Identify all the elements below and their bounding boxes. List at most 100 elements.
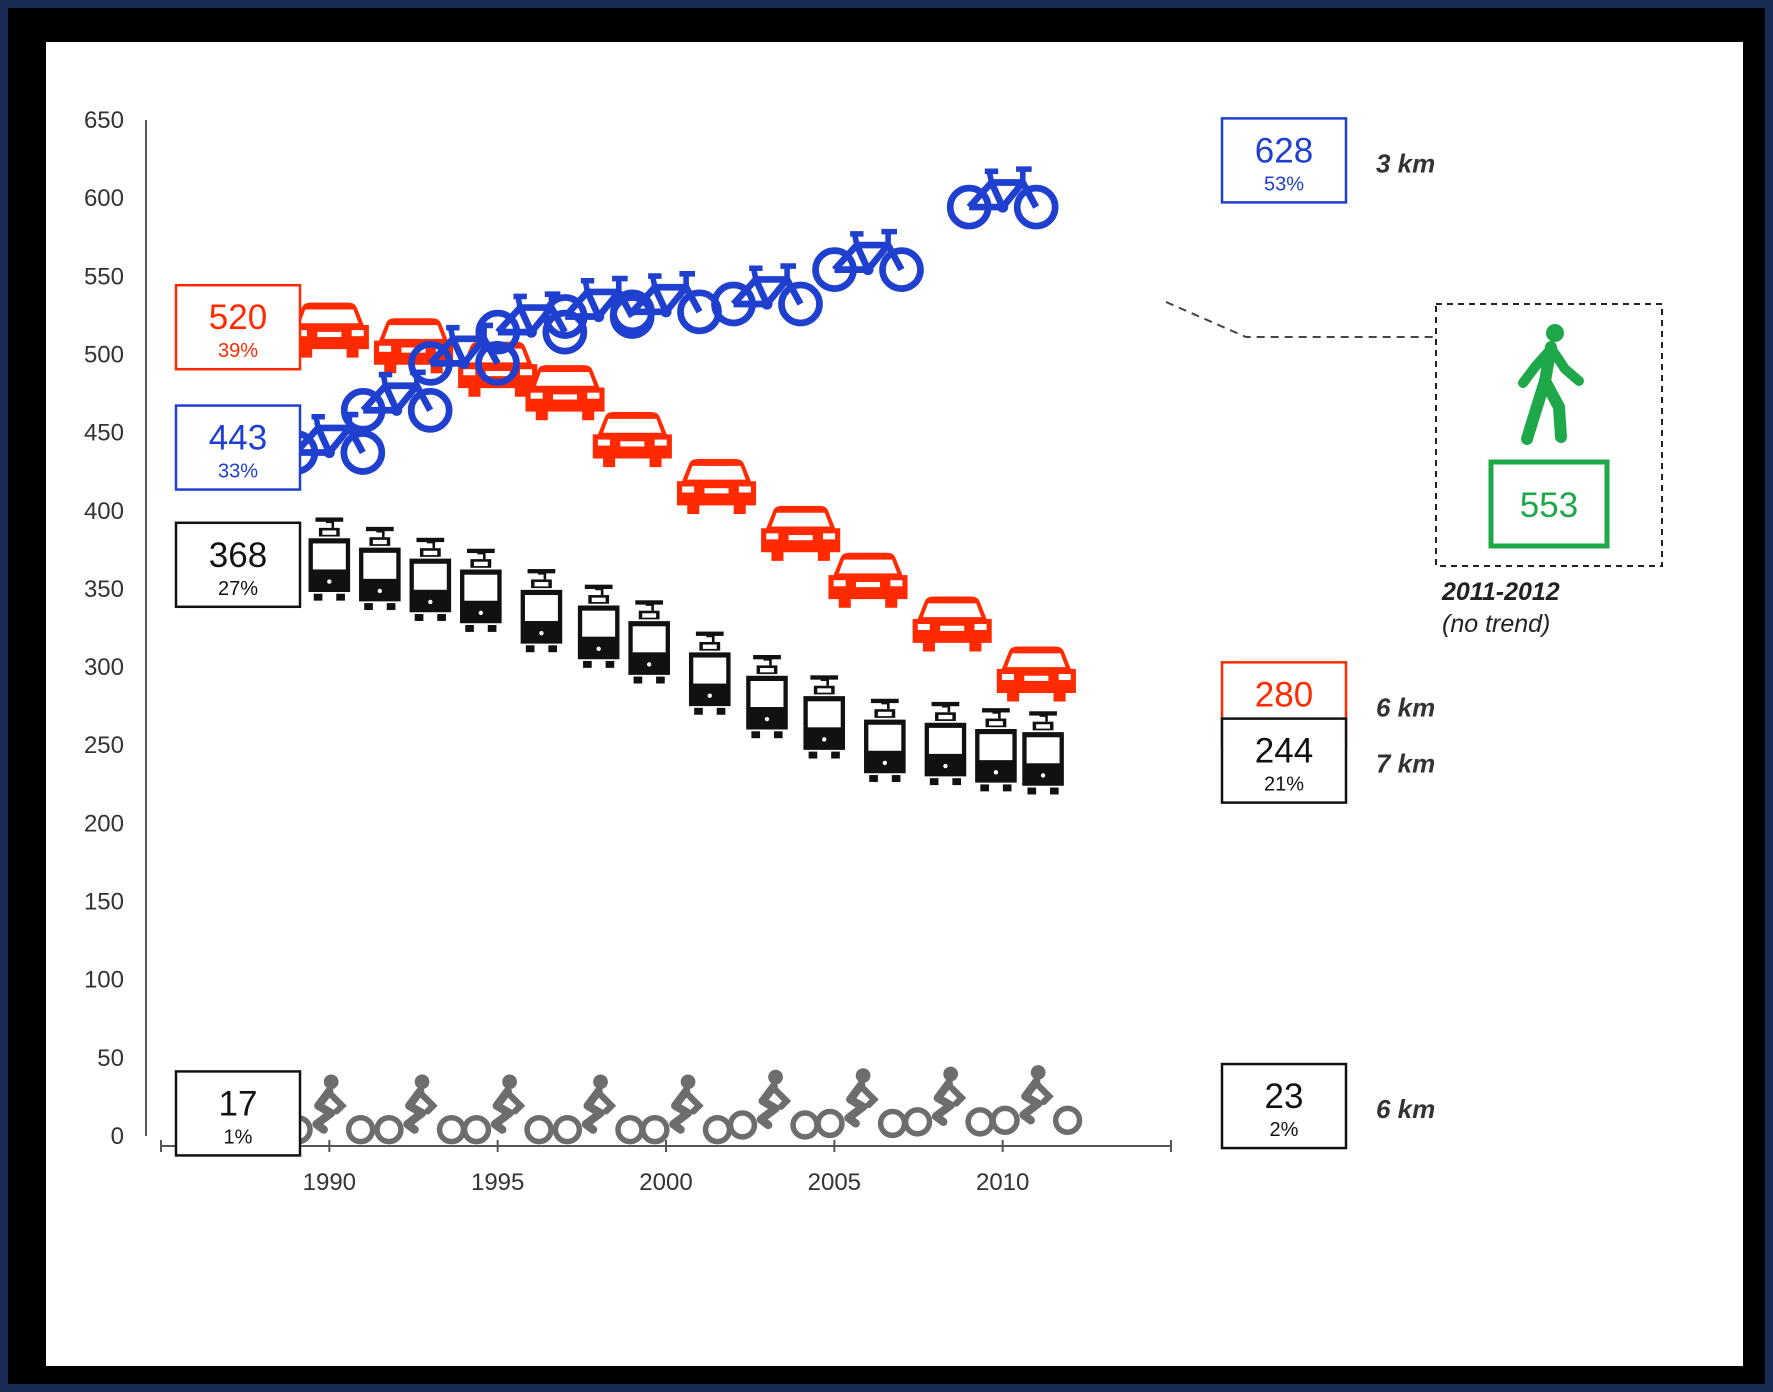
walking-dashed-frame xyxy=(1435,303,1663,567)
x-tick-label: 2000 xyxy=(639,1169,692,1196)
moped-start-box: 171% xyxy=(174,1070,302,1157)
car-distance-label: 6 km xyxy=(1376,692,1435,722)
moped-point-moped-icon xyxy=(377,1074,463,1141)
car-point-car-icon xyxy=(525,365,605,421)
car-point-car-icon xyxy=(592,412,672,468)
bicycle-point-bicycle-icon xyxy=(614,274,719,331)
moped-point-moped-icon xyxy=(643,1074,729,1141)
moped-point-moped-icon xyxy=(730,1070,816,1137)
tram-point-tram-icon xyxy=(357,525,403,612)
tram-point-tram-icon xyxy=(519,567,564,654)
walking-value-box xyxy=(1488,459,1610,549)
y-tick-label: 350 xyxy=(84,576,124,603)
tram-point-tram-icon xyxy=(862,697,908,784)
walking-connector-line xyxy=(1165,301,1436,338)
walking-person-icon xyxy=(1523,324,1579,439)
car-point-car-icon xyxy=(912,596,992,652)
chart-area: 0 50 100 150 200 250 300 350 400 450 500 550 600 650 1… xyxy=(46,42,1743,1366)
y-tick-label: 400 xyxy=(84,498,124,525)
tram-point-tram-icon xyxy=(923,700,968,787)
moped-start-box-frame xyxy=(174,1070,302,1157)
walking-value: 553 xyxy=(1520,486,1578,525)
bicycle-point-bicycle-icon xyxy=(715,266,820,323)
axes: 0 50 100 150 200 250 300 350 400 450 500 550 600 650 1… xyxy=(84,107,1172,1196)
tram-point-tram-icon xyxy=(1020,709,1066,796)
y-tick-label: 500 xyxy=(84,341,124,368)
tram-point-tram-icon xyxy=(687,630,732,717)
y-tick-label: 200 xyxy=(84,810,124,837)
tram-start-box-percent: 27% xyxy=(218,578,258,600)
car-point-car-icon xyxy=(996,646,1076,702)
car-start-box-frame xyxy=(174,283,302,371)
walking-period: 2011-2012 xyxy=(1441,578,1560,606)
tram-point-tram-icon xyxy=(576,583,621,670)
tram-end-box-frame xyxy=(1220,717,1348,804)
moped-point-moped-icon xyxy=(993,1065,1079,1132)
moped-start-box-percent: 1% xyxy=(224,1126,253,1148)
tram-point-tram-icon xyxy=(626,598,672,685)
bicycle-point-bicycle-icon xyxy=(950,169,1055,226)
car-start-box-percent: 39% xyxy=(218,340,258,362)
walking-note: (no trend) xyxy=(1442,610,1550,638)
x-tick-label: 1995 xyxy=(471,1169,524,1196)
walking-panel: 553 2011-2012 (no trend) xyxy=(1165,301,1663,638)
tram-start-box-value: 368 xyxy=(209,536,267,575)
y-tick-label: 300 xyxy=(84,654,124,681)
moped-end-box-value: 23 xyxy=(1265,1077,1304,1116)
y-tick-label: 450 xyxy=(84,420,124,447)
y-tick-label: 250 xyxy=(84,732,124,759)
moped-point-moped-icon xyxy=(555,1074,641,1141)
car-end-box-value: 280 xyxy=(1255,675,1313,714)
moped-end-box-frame xyxy=(1220,1062,1348,1150)
y-tick-label: 100 xyxy=(84,967,124,994)
tram-point-tram-icon xyxy=(307,516,352,603)
tram-end-box-percent: 21% xyxy=(1264,774,1304,796)
modal-split-chart: 0 50 100 150 200 250 300 350 400 450 500 550 600 650 1… xyxy=(84,107,1663,1196)
y-tick-label: 150 xyxy=(84,889,124,916)
bicycle-point-bicycle-icon xyxy=(816,232,921,289)
moped-point-moped-icon xyxy=(906,1067,992,1134)
car-point-car-icon xyxy=(676,458,757,514)
bicycle-start-box-percent: 33% xyxy=(218,461,258,483)
tram-end-box-value: 244 xyxy=(1255,732,1313,771)
bicycle-start-box-frame xyxy=(174,404,302,491)
x-tick-label: 2010 xyxy=(976,1169,1029,1196)
moped-point-moped-icon xyxy=(465,1074,551,1141)
moped-start-box-value: 17 xyxy=(219,1084,258,1123)
y-tick-label: 550 xyxy=(84,263,124,290)
tram-distance-label: 7 km xyxy=(1376,749,1435,779)
bicycle-start-box-value: 443 xyxy=(209,419,267,458)
tram-point-tram-icon xyxy=(744,653,790,740)
tram-point-tram-icon xyxy=(458,547,504,634)
x-tick-label: 1990 xyxy=(303,1169,356,1196)
bicycle-end-box-value: 628 xyxy=(1255,131,1313,170)
bicycle-distance-label: 3 km xyxy=(1376,148,1435,178)
car-point-car-icon xyxy=(761,505,841,561)
bicycle-end-box-frame xyxy=(1220,117,1348,204)
moped-end-box-percent: 2% xyxy=(1270,1119,1299,1141)
y-tick-label: 50 xyxy=(97,1045,124,1072)
car-point-car-icon xyxy=(828,552,908,608)
chart-marks xyxy=(277,169,1080,1142)
y-tick-label: 600 xyxy=(84,185,124,212)
moped-end-box: 232% xyxy=(1220,1062,1348,1150)
moped-point-moped-icon xyxy=(818,1068,904,1135)
tram-point-tram-icon xyxy=(802,673,847,760)
tram-start-box-frame xyxy=(174,521,302,609)
car-point-car-icon xyxy=(289,302,369,358)
y-tick-label: 0 xyxy=(111,1123,124,1150)
tram-point-tram-icon xyxy=(973,706,1019,793)
y-tick-label: 650 xyxy=(84,107,124,134)
x-tick-label: 2005 xyxy=(808,1169,861,1196)
moped-distance-label: 6 km xyxy=(1376,1094,1435,1124)
bicycle-end-box-percent: 53% xyxy=(1264,173,1304,195)
tram-point-tram-icon xyxy=(408,536,453,623)
car-start-box-value: 520 xyxy=(209,298,267,337)
